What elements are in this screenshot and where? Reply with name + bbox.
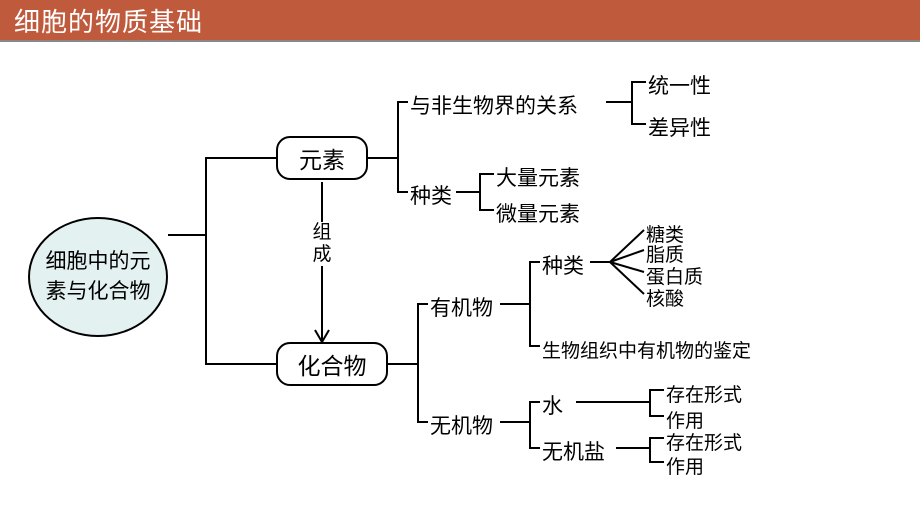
- water-label: 水: [542, 390, 563, 420]
- arrow-label: 组成: [300, 222, 344, 266]
- salt-label: 无机盐: [542, 436, 605, 466]
- water-form: 存在形式: [666, 380, 742, 407]
- root-label: 细胞中的元素与化合物: [46, 247, 151, 307]
- organic-identify: 生物组织中有机物的鉴定: [542, 336, 751, 363]
- inorganic-label: 无机物: [430, 410, 493, 440]
- diagram-canvas: 细胞中的元素与化合物 元素 化合物 组成 与非生物界的关系 统一性 差异性 种类…: [0, 42, 920, 518]
- el-macro: 大量元素: [496, 162, 580, 192]
- page-title: 细胞的物质基础: [14, 2, 203, 39]
- rel-label: 与非生物界的关系: [410, 90, 578, 120]
- compound-node: 化合物: [276, 342, 388, 386]
- salt-form: 存在形式: [666, 428, 742, 455]
- el-micro: 微量元素: [496, 198, 580, 228]
- organic-nucleic: 核酸: [646, 284, 684, 311]
- organic-kind-label: 种类: [542, 250, 584, 280]
- root-node: 细胞中的元素与化合物: [28, 217, 168, 337]
- el-kind-label: 种类: [410, 180, 452, 210]
- element-node: 元素: [276, 136, 368, 180]
- rel-unity: 统一性: [648, 70, 711, 100]
- header-bar: 细胞的物质基础: [0, 0, 920, 42]
- salt-role: 作用: [666, 452, 704, 479]
- rel-diff: 差异性: [648, 112, 711, 142]
- organic-label: 有机物: [430, 292, 493, 322]
